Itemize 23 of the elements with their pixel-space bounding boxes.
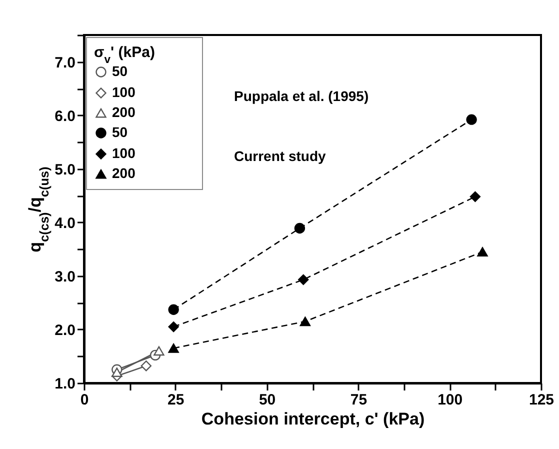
legend-label: 200 — [112, 104, 136, 120]
legend-label: 200 — [112, 165, 136, 181]
y-tick-label: 5.0 — [54, 161, 76, 178]
x-tick-label: 75 — [350, 392, 368, 408]
legend-label: 50 — [112, 63, 128, 79]
legend-label: 100 — [112, 84, 136, 100]
y-tick-label: 7.0 — [54, 54, 76, 72]
legend-title: σ$_{v}$' (kPa) — [94, 44, 155, 66]
annotation: Puppala et al. (1995) — [234, 88, 369, 104]
legend-label: 100 — [112, 145, 136, 161]
y-tick-label: 2.0 — [54, 322, 76, 339]
x-tick-label: 50 — [258, 392, 276, 408]
y-tick-label: 1.0 — [54, 376, 76, 392]
x-axis-title: Cohesion intercept, c' (kPa) — [201, 410, 425, 428]
x-tick-label: 125 — [528, 392, 554, 408]
x-tick-label: 0 — [80, 392, 89, 408]
x-tick-label: 100 — [438, 392, 463, 408]
y-tick-label: 4.0 — [54, 214, 76, 232]
y-tick-label: 6.0 — [54, 108, 76, 125]
y-tick-label: 3.0 — [54, 268, 76, 286]
x-tick-label: 25 — [168, 392, 184, 408]
legend-label: 50 — [112, 124, 128, 140]
annotation: Current study — [234, 148, 326, 164]
